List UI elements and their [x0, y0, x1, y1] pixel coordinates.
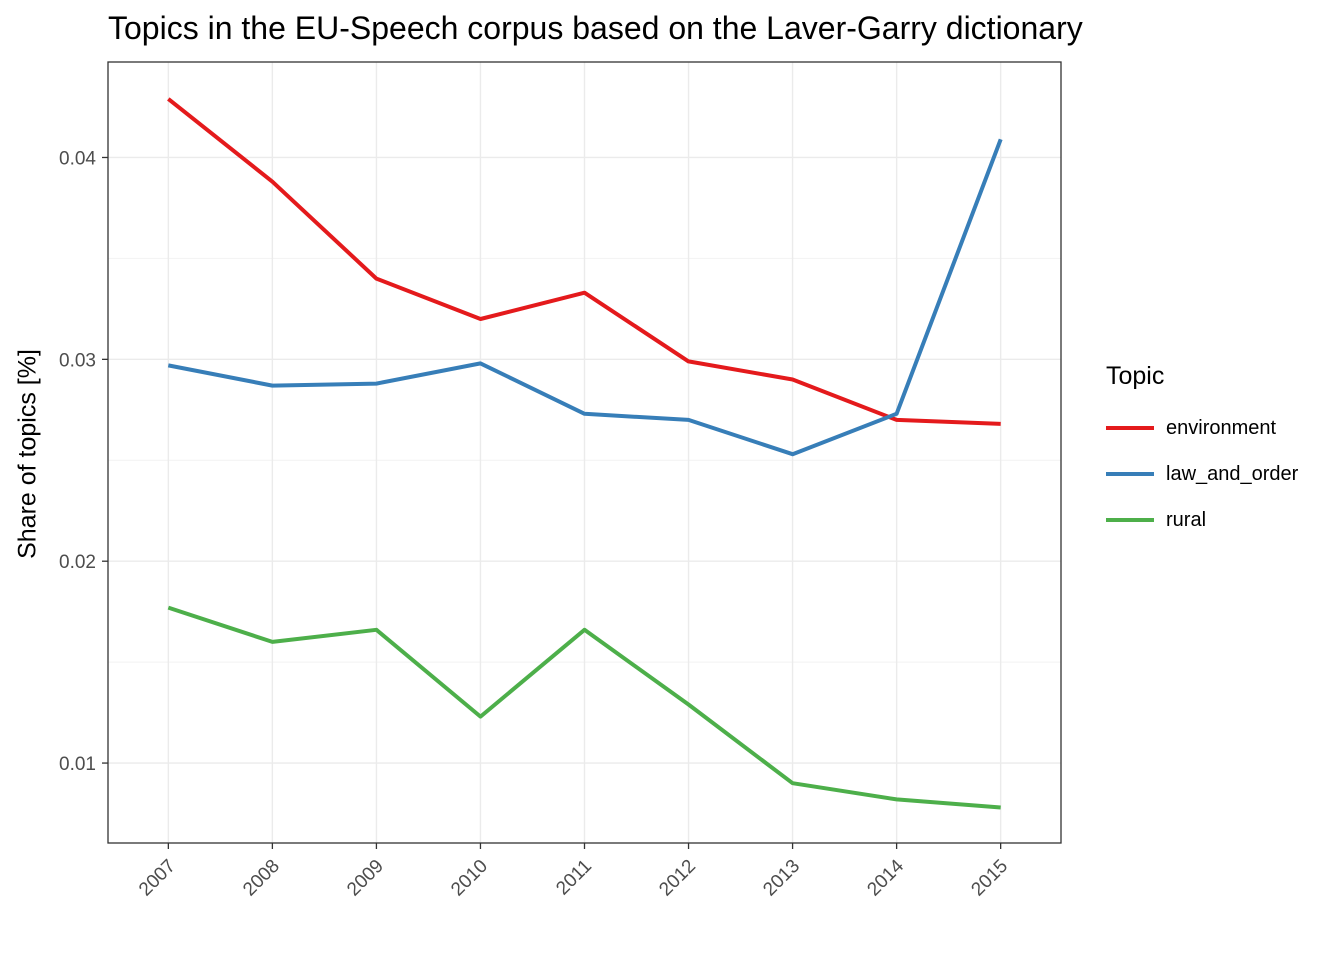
legend-key-rural	[1106, 518, 1154, 522]
legend-item: rural	[1106, 497, 1298, 543]
gridlines	[108, 62, 1061, 843]
series-line-rural	[167, 605, 1001, 810]
y-axis-label: Share of topics [%]	[13, 349, 42, 559]
x-tick-label: 2015	[967, 856, 1012, 901]
legend-key-law-and-order	[1106, 472, 1154, 476]
x-axis: 2007 2008 2009 2010 2011 2012 2013 2014 2015	[135, 843, 1012, 900]
x-tick-label: 2008	[239, 856, 284, 901]
legend-title: Topic	[1106, 362, 1165, 390]
y-tick-label: 0.02	[59, 552, 96, 573]
legend-label: law_and_order	[1166, 462, 1299, 485]
legend-key-environment	[1106, 426, 1154, 430]
series-lines	[167, 97, 1003, 810]
x-tick-label: 2012	[655, 856, 700, 901]
series-line-environment	[167, 97, 1001, 426]
y-tick-label: 0.04	[59, 148, 96, 169]
y-axis: 0.01 0.02 0.03 0.04	[59, 148, 108, 775]
legend-label: environment	[1166, 416, 1277, 439]
x-tick-label: 2011	[552, 856, 596, 900]
series-line-law-and-order	[167, 138, 1003, 457]
x-tick-label: 2010	[447, 856, 492, 901]
legend-item: environment	[1106, 405, 1298, 451]
y-tick-label: 0.03	[59, 350, 96, 371]
legend-item: law_and_order	[1106, 451, 1298, 497]
legend: Topic environment law_and_order rural	[1106, 362, 1298, 543]
y-tick-label: 0.01	[59, 754, 96, 775]
x-tick-label: 2013	[759, 856, 804, 901]
legend-label: rural	[1166, 508, 1207, 531]
x-tick-label: 2007	[135, 856, 180, 901]
chart-title: Topics in the EU-Speech corpus based on …	[108, 10, 1083, 46]
x-tick-label: 2009	[343, 856, 388, 901]
x-tick-label: 2014	[863, 855, 908, 900]
